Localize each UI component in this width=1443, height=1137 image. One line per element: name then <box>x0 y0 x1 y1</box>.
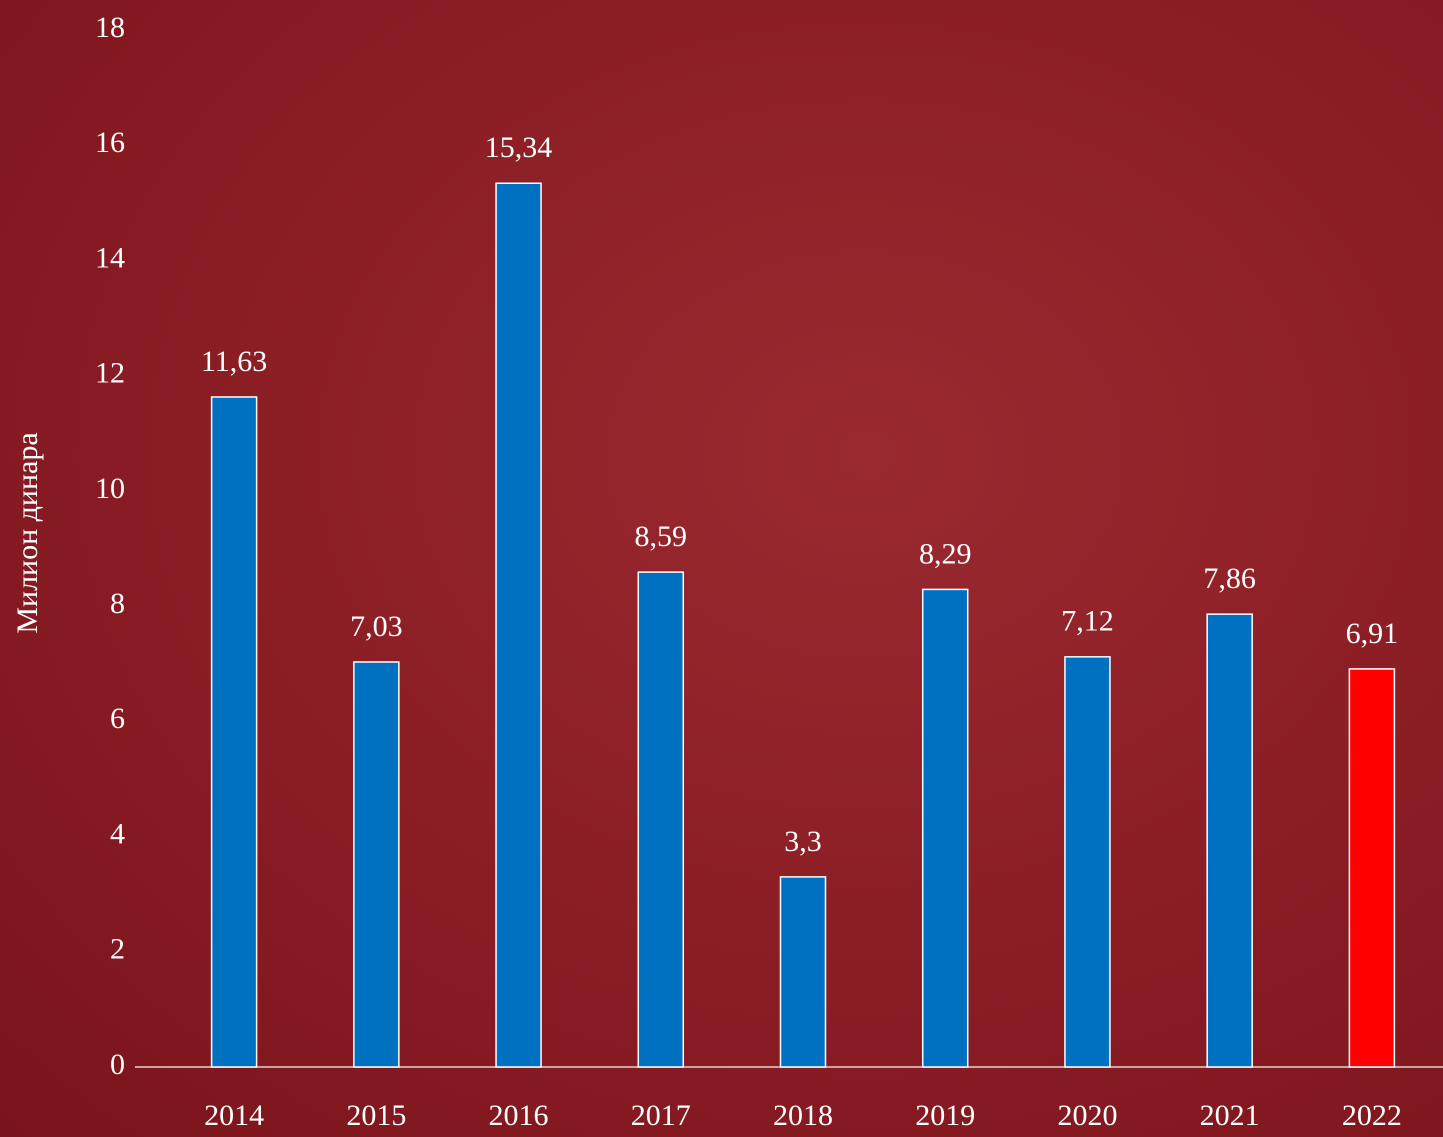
bar <box>1207 614 1252 1067</box>
y-axis-label: Милион динара <box>11 432 44 633</box>
value-label: 8,29 <box>919 537 972 570</box>
y-tick-label: 18 <box>95 11 125 44</box>
bar <box>638 572 683 1067</box>
bar <box>354 662 399 1067</box>
x-tick-label: 2020 <box>1057 1099 1117 1132</box>
y-tick-label: 8 <box>110 587 125 620</box>
value-label: 6,91 <box>1346 617 1399 650</box>
x-tick-label: 2022 <box>1342 1099 1402 1132</box>
value-label: 7,03 <box>350 610 403 643</box>
value-label: 7,12 <box>1061 605 1114 638</box>
y-tick-label: 6 <box>110 702 125 735</box>
x-tick-label: 2014 <box>204 1099 264 1132</box>
x-tick-label: 2019 <box>915 1099 975 1132</box>
y-tick-label: 12 <box>95 357 125 390</box>
bar <box>1065 657 1110 1067</box>
y-tick-label: 0 <box>110 1048 125 1081</box>
y-tick-label: 2 <box>110 933 125 966</box>
bar <box>923 589 968 1067</box>
x-tick-label: 2018 <box>773 1099 833 1132</box>
value-label: 7,86 <box>1203 562 1256 595</box>
y-tick-label: 14 <box>95 241 125 274</box>
chart: Милион динара 0 2 4 6 8 10 12 14 16 18 2014 11,63 20… <box>0 0 1443 1137</box>
y-tick-label: 16 <box>95 126 125 159</box>
y-tick-label: 4 <box>110 817 125 850</box>
value-label: 11,63 <box>201 345 267 378</box>
bar <box>212 397 257 1067</box>
y-tick-label: 10 <box>95 472 125 505</box>
x-tick-label: 2016 <box>489 1099 549 1132</box>
bar <box>496 183 541 1067</box>
bar <box>1349 669 1394 1067</box>
x-tick-label: 2015 <box>346 1099 406 1132</box>
x-tick-label: 2021 <box>1200 1099 1260 1132</box>
value-label: 8,59 <box>635 520 688 553</box>
value-label: 15,34 <box>485 131 553 164</box>
page: {"chart_data": {"type": "bar", "y_label"… <box>0 0 1443 1137</box>
bar <box>781 877 826 1067</box>
x-tick-label: 2017 <box>631 1099 691 1132</box>
value-label: 3,3 <box>784 825 822 858</box>
